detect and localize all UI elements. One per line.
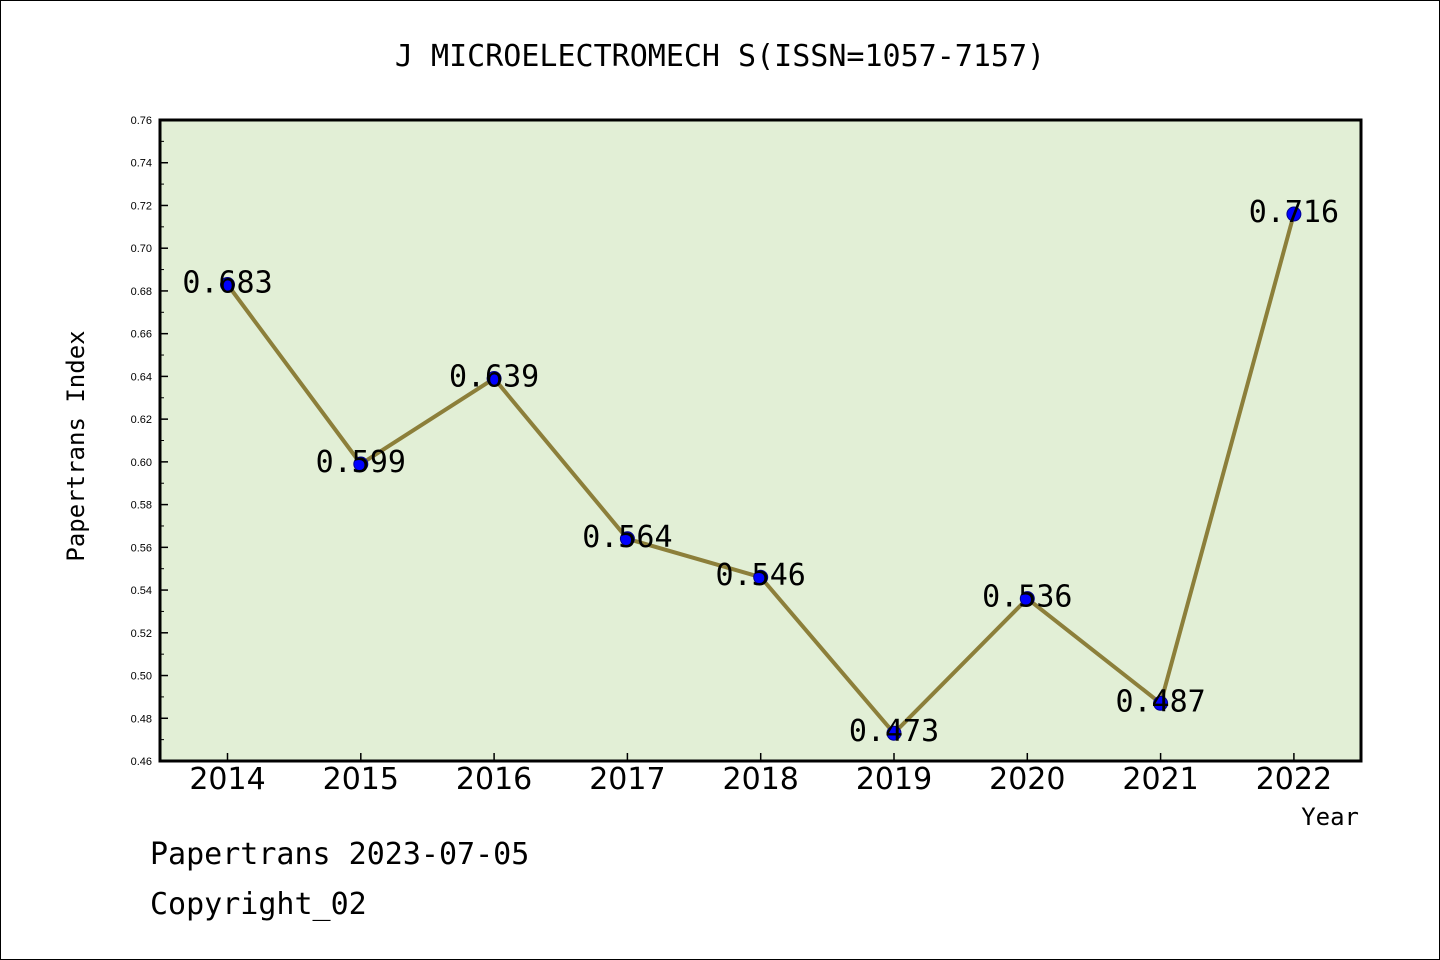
data-point: [753, 569, 769, 585]
chart-title: J MICROELECTROMECH S(ISSN=1057-7157): [395, 39, 1045, 74]
x-tick-label: 2018: [723, 762, 799, 797]
data-point: [486, 371, 502, 387]
y-tick-label: 0.74: [131, 158, 152, 170]
footer-copyright: Copyright_02: [150, 887, 367, 922]
data-point: [220, 277, 235, 293]
x-axis-label: Year: [1301, 803, 1359, 831]
data-label: 0.716: [1249, 195, 1339, 230]
data-label: 0.546: [716, 558, 806, 593]
y-tick-label: 0.56: [131, 542, 152, 554]
y-tick-label: 0.48: [131, 713, 152, 725]
y-tick-label: 0.50: [131, 671, 152, 683]
x-tick-label: 2021: [1122, 762, 1198, 797]
footer-source-date: Papertrans 2023-07-05: [150, 837, 529, 872]
x-tick-label: 2022: [1256, 762, 1332, 797]
x-tick-label: 2019: [856, 762, 932, 797]
y-tick-label: 0.52: [131, 628, 152, 640]
x-tick-label: 2015: [323, 762, 399, 797]
y-tick-label: 0.76: [131, 115, 152, 127]
y-tick-label: 0.46: [131, 756, 152, 768]
x-tick-label: 2014: [189, 762, 265, 797]
plot-area: [158, 118, 1363, 763]
y-tick-label: 0.64: [131, 371, 152, 383]
y-tick-label: 0.70: [131, 243, 152, 255]
data-label: 0.639: [449, 360, 539, 395]
y-tick-label: 0.66: [131, 329, 152, 341]
x-axis: 2014 2015 2016 2017 2018 2019 2020 2021 2022: [189, 753, 1332, 797]
data-point: [353, 456, 369, 472]
y-tick-label: 0.54: [131, 585, 152, 597]
y-tick-label: 0.60: [131, 457, 152, 469]
x-tick-label: 2020: [989, 762, 1065, 797]
y-tick-label: 0.68: [131, 286, 152, 298]
data-label: 0.683: [182, 266, 272, 301]
data-label: 0.536: [982, 580, 1072, 615]
data-point: [1153, 695, 1169, 711]
data-point: [619, 531, 635, 547]
y-tick-label: 0.72: [131, 200, 152, 212]
data-label: 0.564: [582, 520, 672, 555]
data-point: [886, 725, 902, 741]
data-label-layer: 0.683 0.599 0.639 0.564 0.546 0.473 0.536 0.487…: [182, 195, 1339, 749]
data-label: 0.487: [1115, 684, 1205, 719]
data-label: 0.473: [849, 714, 939, 749]
y-tick-label: 0.58: [131, 500, 152, 512]
data-point: [1019, 591, 1035, 607]
data-point: [1286, 206, 1302, 222]
x-tick-label: 2017: [589, 762, 665, 797]
y-axis-label: Papertrans Index: [62, 330, 90, 561]
x-tick-label: 2016: [456, 762, 532, 797]
data-label: 0.599: [316, 445, 406, 480]
y-tick-label: 0.62: [131, 414, 152, 426]
series-layer: [220, 206, 1302, 741]
y-axis: 0.46 0.48 0.50 0.52 0.54 0.56 0.58 0.60 0.62 0.64…: [131, 115, 168, 768]
